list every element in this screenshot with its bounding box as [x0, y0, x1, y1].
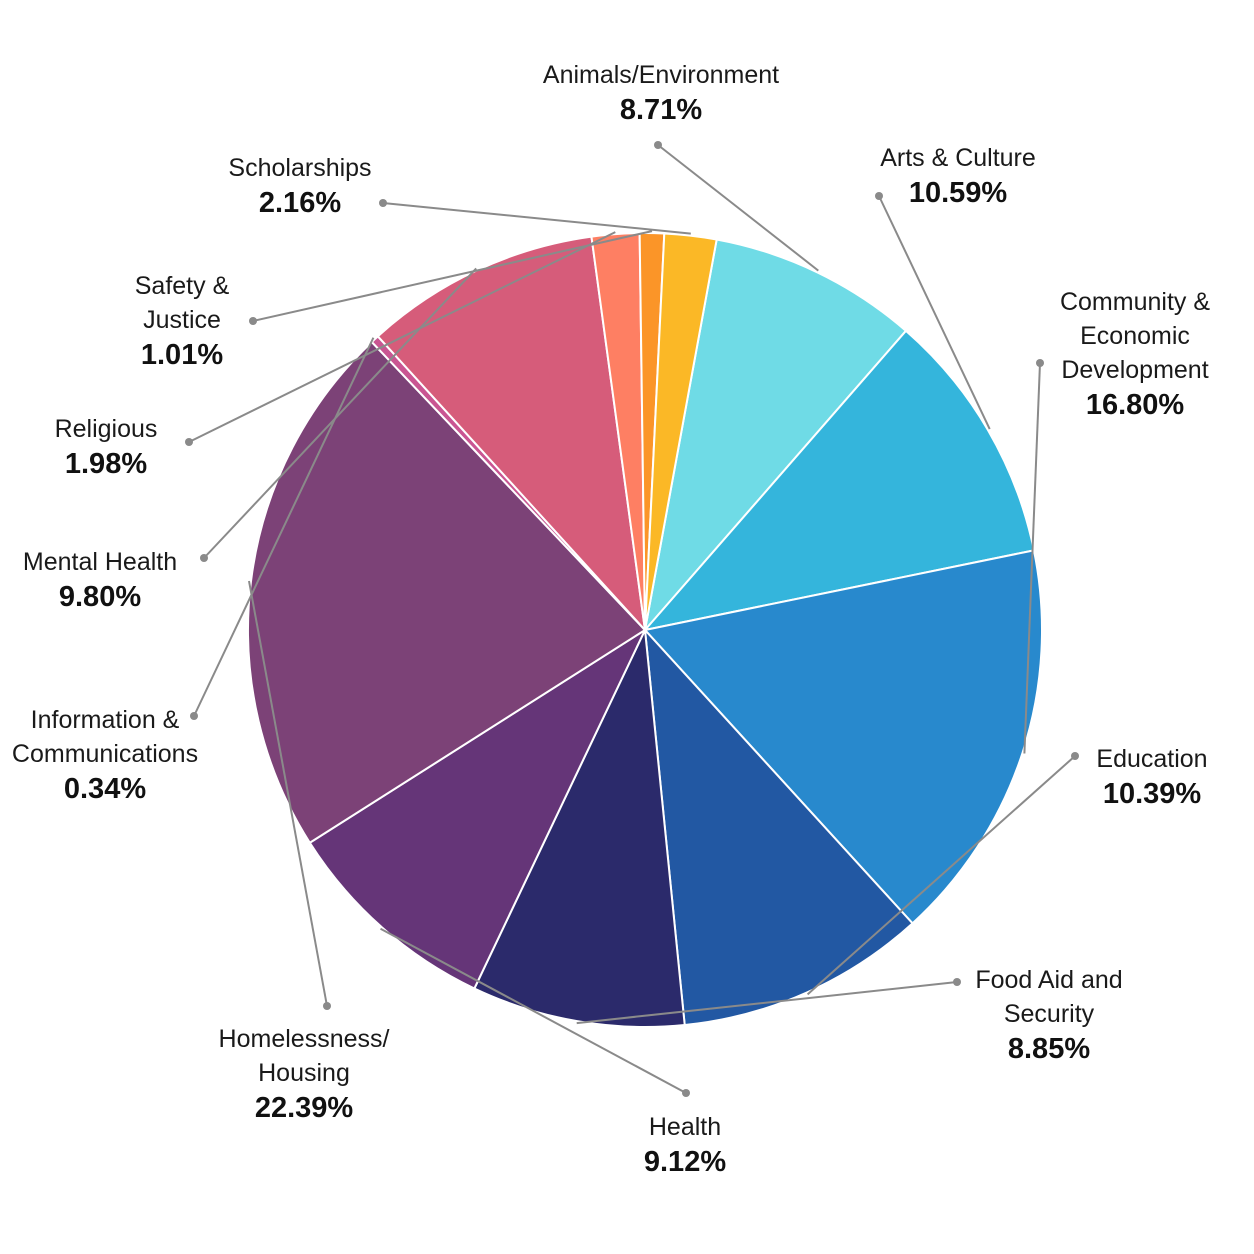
- slice-name-mental-health: Mental Health: [23, 548, 177, 576]
- slice-name-community-economic-development-line-1: Community &: [1060, 288, 1210, 316]
- slice-label-mental-health: Mental Health 9.80%: [23, 548, 177, 613]
- slice-name-information-communications-line-2: Communications: [12, 740, 198, 768]
- slice-name-arts-culture: Arts & Culture: [880, 144, 1036, 172]
- leader-dot-community-economic-development: [1036, 359, 1044, 367]
- leaders-layer: [185, 141, 1079, 1097]
- slice-value-education: 10.39%: [1103, 778, 1202, 810]
- slice-name-safety-justice-line-2: Justice: [143, 306, 221, 334]
- leader-dot-mental-health: [200, 554, 208, 562]
- leader-line-animals-environment: [657, 144, 819, 272]
- slice-label-education: Education 10.39%: [1096, 745, 1207, 810]
- slice-label-religious: Religious 1.98%: [55, 415, 158, 480]
- slice-value-community-economic-development: 16.80%: [1086, 389, 1185, 421]
- slice-value-homelessness-housing: 22.39%: [255, 1092, 354, 1124]
- leader-line-food-aid-and-security: [576, 981, 958, 1025]
- pie-slice-arts-culture: [642, 329, 1036, 632]
- leader-dot-religious: [185, 438, 193, 446]
- slice-value-animals-environment: 8.71%: [620, 94, 702, 126]
- slice-value-scholarships: 2.16%: [259, 187, 341, 219]
- slice-name-education: Education: [1096, 745, 1207, 773]
- leader-dot-information-communications: [190, 712, 198, 720]
- slice-name-health: Health: [649, 1113, 721, 1141]
- leader-line-health: [380, 927, 687, 1094]
- leader-line-safety-justice: [252, 230, 653, 322]
- pie-slice-community-economic-development: [643, 549, 1043, 925]
- slice-name-homelessness-housing-line-1: Homelessness/: [219, 1025, 390, 1053]
- slice-name-safety-justice-line-1: Safety &: [135, 272, 230, 300]
- slice-name-homelessness-housing-line-2: Housing: [258, 1059, 350, 1087]
- leader-dot-safety-justice: [249, 317, 257, 325]
- slice-value-mental-health: 9.80%: [59, 581, 141, 613]
- leader-dot-scholarships: [379, 199, 387, 207]
- slice-label-safety-justice: Safety & Justice 1.01%: [135, 272, 230, 371]
- leader-dot-health: [682, 1089, 690, 1097]
- slice-name-information-communications-line-1: Information &: [31, 706, 180, 734]
- slice-label-arts-culture: Arts & Culture 10.59%: [880, 144, 1036, 209]
- slice-value-safety-justice: 1.01%: [141, 339, 223, 371]
- leader-dot-education: [1071, 752, 1079, 760]
- pie-slice-health: [308, 627, 648, 990]
- slice-value-information-communications: 0.34%: [64, 773, 146, 805]
- leader-line-homelessness-housing: [248, 580, 328, 1007]
- leader-dot-homelessness-housing: [323, 1002, 331, 1010]
- pie-slice-scholarships: [644, 232, 718, 631]
- leader-line-arts-culture: [878, 195, 991, 430]
- pie-slice-animals-environment: [643, 238, 908, 634]
- slice-name-animals-environment: Animals/Environment: [543, 61, 779, 89]
- slices-layer: [247, 232, 1043, 1028]
- pie-slice-education: [643, 627, 914, 1027]
- slice-label-health: Health 9.12%: [644, 1113, 726, 1178]
- slice-value-health: 9.12%: [644, 1146, 726, 1178]
- pie-slice-homelessness-housing: [247, 340, 647, 845]
- leader-line-mental-health: [203, 267, 477, 559]
- leader-dot-food-aid-and-security: [953, 978, 961, 986]
- slice-name-food-aid-and-security-line-2: Security: [1004, 1000, 1095, 1028]
- slice-label-animals-environment: Animals/Environment 8.71%: [543, 61, 779, 126]
- leader-line-education: [806, 755, 1076, 996]
- slice-label-scholarships: Scholarships 2.16%: [228, 154, 371, 219]
- slice-name-community-economic-development-line-2: Economic: [1080, 322, 1190, 350]
- leader-line-scholarships: [382, 202, 691, 235]
- slice-label-community-economic-development: Community & Economic Development 16.80%: [1060, 288, 1210, 421]
- slice-name-food-aid-and-security-line-1: Food Aid and: [975, 966, 1122, 994]
- leader-dot-animals-environment: [654, 141, 662, 149]
- labels-layer: Animals/Environment 8.71% Arts & Culture 10…: [12, 61, 1210, 1178]
- leader-line-religious: [188, 231, 616, 443]
- slice-label-homelessness-housing: Homelessness/Housing 22.39%: [219, 1025, 390, 1124]
- leader-line-information-communications: [193, 337, 375, 717]
- slice-name-scholarships: Scholarships: [228, 154, 371, 182]
- slice-name-religious: Religious: [55, 415, 158, 443]
- slice-name-community-economic-development-line-3: Development: [1061, 356, 1208, 384]
- slice-value-religious: 1.98%: [65, 448, 147, 480]
- leader-dot-arts-culture: [875, 192, 883, 200]
- leader-line-community-economic-development: [1023, 362, 1041, 754]
- slice-value-arts-culture: 10.59%: [909, 177, 1008, 209]
- slice-label-information-communications: Information & Communications 0.34%: [12, 706, 198, 805]
- pie-slice-food-aid-and-security: [473, 626, 686, 1028]
- slice-value-food-aid-and-security: 8.85%: [1008, 1033, 1090, 1065]
- slice-label-food-aid-and-security: Food Aid and Security 8.85%: [975, 966, 1122, 1065]
